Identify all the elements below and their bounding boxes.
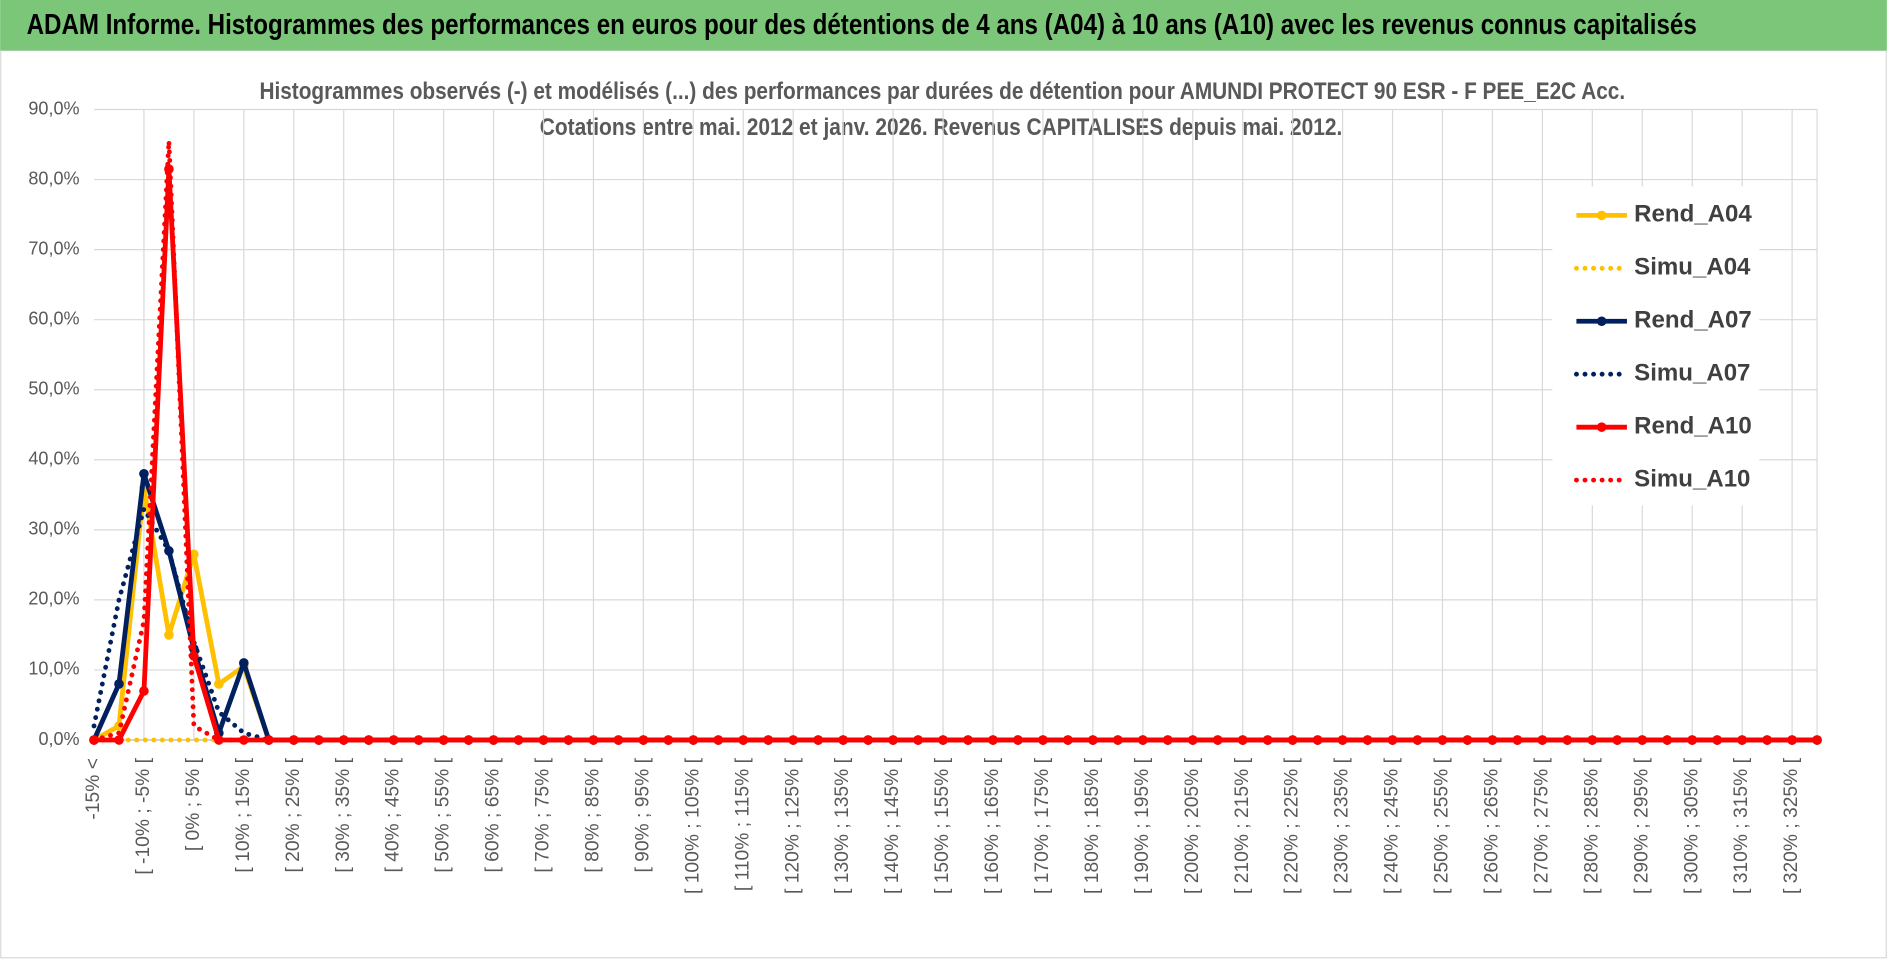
marker bbox=[888, 735, 898, 745]
marker bbox=[838, 735, 848, 745]
y-tick-label: 20,0% bbox=[28, 589, 79, 609]
x-tick-label: [ 150% ; 155% [ bbox=[932, 757, 953, 894]
x-tick-label: [ 260% ; 265% [ bbox=[1482, 757, 1503, 894]
y-tick-label: 80,0% bbox=[28, 168, 79, 188]
marker bbox=[638, 735, 649, 745]
legend-marker bbox=[1596, 422, 1607, 432]
marker bbox=[1537, 735, 1548, 745]
legend-marker bbox=[1596, 316, 1607, 327]
header-title: ADAM Informe. Histogrammes des performan… bbox=[27, 9, 1697, 41]
x-tick-label: [ 270% ; 275% [ bbox=[1531, 757, 1552, 894]
x-tick-label: [ 190% ; 195% [ bbox=[1132, 757, 1153, 894]
legend-box bbox=[1552, 186, 1760, 506]
x-tick-label: [ 140% ; 145% [ bbox=[882, 757, 903, 894]
x-tick-label: [ 180% ; 185% [ bbox=[1082, 757, 1103, 894]
legend-label: Rend_A07 bbox=[1634, 307, 1752, 334]
x-tick-label: [ 170% ; 175% [ bbox=[1032, 757, 1053, 894]
marker bbox=[1212, 735, 1223, 745]
x-tick-label: [ 300% ; 305% [ bbox=[1681, 757, 1702, 894]
y-tick-label: 40,0% bbox=[28, 449, 79, 469]
chart-title: Histogrammes observés (-) et modélisés (… bbox=[259, 78, 1625, 105]
marker bbox=[563, 735, 574, 745]
x-tick-label: [ 320% ; 325% [ bbox=[1781, 757, 1802, 894]
marker bbox=[613, 735, 624, 745]
x-tick-label: [ 220% ; 225% [ bbox=[1282, 757, 1303, 894]
x-tick-label: [ 0% ; 5% [ bbox=[183, 757, 204, 851]
x-tick-label: [ 120% ; 125% [ bbox=[782, 757, 803, 894]
legend-label: Simu_A04 bbox=[1634, 254, 1751, 281]
x-tick-label: [ 90% ; 95% [ bbox=[632, 757, 653, 872]
marker bbox=[1162, 735, 1173, 745]
x-tick-label: [ 310% ; 315% [ bbox=[1731, 757, 1752, 894]
x-tick-label: [ 200% ; 205% [ bbox=[1182, 757, 1203, 894]
y-tick-label: 70,0% bbox=[28, 238, 79, 258]
marker bbox=[288, 735, 299, 745]
marker bbox=[139, 686, 149, 696]
marker bbox=[114, 735, 124, 745]
x-tick-label: [ 60% ; 65% [ bbox=[483, 757, 504, 872]
legend-label: Rend_A04 bbox=[1634, 201, 1752, 228]
marker bbox=[1187, 735, 1198, 745]
x-tick-label: [ 30% ; 35% [ bbox=[333, 757, 354, 872]
x-tick-label: [ 10% ; 15% [ bbox=[233, 757, 254, 872]
marker bbox=[588, 735, 599, 745]
x-tick-label: [ 230% ; 235% [ bbox=[1332, 757, 1353, 894]
legend-marker bbox=[1596, 210, 1607, 221]
marker bbox=[1262, 735, 1273, 745]
x-tick-label: [ 210% ; 215% [ bbox=[1232, 757, 1253, 894]
marker bbox=[1487, 735, 1498, 745]
marker bbox=[114, 679, 124, 689]
marker bbox=[1287, 735, 1298, 745]
series-line bbox=[91, 140, 1820, 743]
legend-label: Simu_A10 bbox=[1634, 465, 1750, 492]
x-tick-label: [ 290% ; 295% [ bbox=[1631, 757, 1652, 894]
marker bbox=[1237, 735, 1248, 745]
marker bbox=[1812, 735, 1822, 745]
marker bbox=[1512, 735, 1523, 745]
chart-subtitle: Cotations entre mai. 2012 et janv. 2026.… bbox=[540, 114, 1343, 141]
y-tick-label: 60,0% bbox=[28, 308, 79, 328]
marker bbox=[863, 735, 873, 745]
marker bbox=[239, 735, 249, 745]
marker bbox=[189, 549, 199, 560]
x-tick-label: -15% < bbox=[83, 758, 104, 820]
marker bbox=[513, 735, 524, 745]
marker bbox=[913, 735, 923, 745]
x-tick-label: [ 20% ; 25% [ bbox=[283, 757, 304, 872]
x-tick-label: [ 280% ; 285% [ bbox=[1581, 757, 1602, 894]
x-tick-label: [ 240% ; 245% [ bbox=[1382, 757, 1403, 894]
x-tick-label: [ -10% ; -5% [ bbox=[133, 757, 154, 874]
y-tick-label: 10,0% bbox=[28, 659, 79, 679]
marker bbox=[214, 679, 224, 689]
y-tick-label: 30,0% bbox=[28, 519, 79, 539]
marker bbox=[313, 735, 324, 745]
marker bbox=[938, 735, 948, 745]
x-tick-label: [ 110% ; 115% [ bbox=[732, 757, 753, 891]
legend-label: Rend_A10 bbox=[1634, 413, 1752, 440]
header-bar bbox=[0, 0, 1887, 51]
x-tick-label: [ 50% ; 55% [ bbox=[433, 757, 454, 872]
legend-label: Simu_A07 bbox=[1634, 360, 1750, 387]
y-tick-label: 50,0% bbox=[28, 378, 79, 398]
x-tick-label: [ 250% ; 255% [ bbox=[1432, 757, 1453, 894]
x-tick-label: [ 100% ; 105% [ bbox=[682, 757, 703, 894]
x-tick-label: [ 80% ; 85% [ bbox=[583, 757, 604, 872]
x-tick-label: [ 160% ; 165% [ bbox=[982, 757, 1003, 894]
marker bbox=[1612, 735, 1623, 745]
x-tick-label: [ 40% ; 45% [ bbox=[383, 757, 404, 872]
marker bbox=[139, 468, 149, 479]
y-tick-label: 90,0% bbox=[28, 98, 79, 118]
marker bbox=[239, 658, 249, 668]
marker bbox=[164, 630, 174, 640]
marker bbox=[1587, 735, 1598, 745]
marker bbox=[538, 735, 549, 745]
x-tick-label: [ 130% ; 135% [ bbox=[832, 757, 853, 894]
y-tick-label: 0,0% bbox=[38, 729, 79, 749]
marker bbox=[263, 735, 274, 745]
marker bbox=[1562, 735, 1573, 745]
marker bbox=[963, 735, 973, 745]
x-tick-label: [ 70% ; 75% [ bbox=[533, 757, 554, 872]
